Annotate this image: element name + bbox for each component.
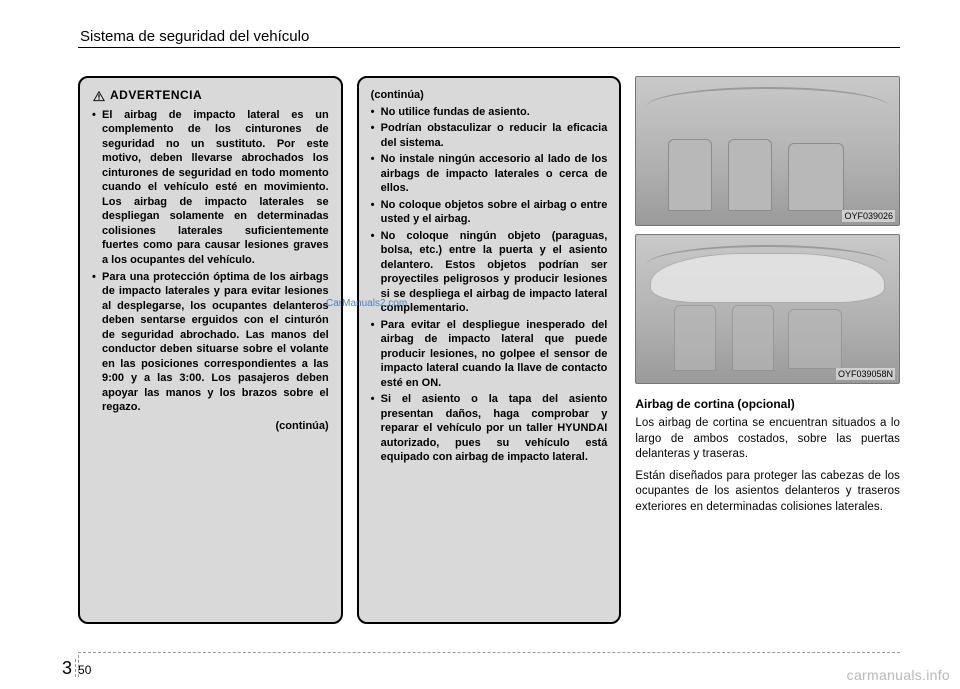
cont-item: Para evitar el despliegue inesperado del… bbox=[371, 318, 608, 391]
header-rule bbox=[78, 47, 900, 48]
continuation-box: (continúa) No utilice fundas de asiento.… bbox=[357, 76, 622, 624]
column-left: ADVERTENCIA El airbag de impacto lateral… bbox=[78, 76, 343, 624]
figure-interior-top: OYF039026 bbox=[635, 76, 900, 226]
cont-item: No coloque objetos sobre el airbag o ent… bbox=[371, 198, 608, 227]
warning-item: Para una protección óptima de los airbag… bbox=[92, 270, 329, 415]
warning-item: El airbag de impacto lateral es un compl… bbox=[92, 108, 329, 268]
continuation-head: (continúa) bbox=[371, 88, 608, 103]
column-middle: (continúa) No utilice fundas de asiento.… bbox=[357, 76, 622, 624]
figure-code: OYF039058N bbox=[836, 368, 895, 380]
cont-item: Si el asiento o la tapa del asiento pres… bbox=[371, 392, 608, 465]
warning-title-text: ADVERTENCIA bbox=[110, 88, 202, 104]
figure-curtain-airbag: OYF039058N bbox=[635, 234, 900, 384]
warning-list: El airbag de impacto lateral es un compl… bbox=[92, 108, 329, 415]
cont-item: Podrían obstaculizar o reducir la eficac… bbox=[371, 121, 608, 150]
continuation-list: No utilice fundas de asiento. Podrían ob… bbox=[371, 105, 608, 465]
page-in-chapter: 50 bbox=[78, 664, 91, 677]
body-paragraph: Los airbag de cortina se encuentran situ… bbox=[635, 416, 900, 463]
figure-code: OYF039026 bbox=[842, 210, 895, 222]
page-number: 3 50 bbox=[62, 659, 91, 677]
cont-item: No coloque ningún objeto (paraguas, bols… bbox=[371, 229, 608, 316]
warning-box: ADVERTENCIA El airbag de impacto lateral… bbox=[78, 76, 343, 624]
continua-label: (continúa) bbox=[92, 419, 329, 434]
cont-item: No utilice fundas de asiento. bbox=[371, 105, 608, 120]
footer-dashed-rule bbox=[78, 652, 900, 653]
curtain-airbag-illustration bbox=[636, 235, 899, 383]
car-interior-illustration bbox=[636, 77, 899, 225]
warning-triangle-icon bbox=[92, 90, 106, 102]
subheading: Airbag de cortina (opcional) bbox=[635, 396, 900, 412]
manual-page: Sistema de seguridad del vehículo ADVERT… bbox=[0, 0, 960, 689]
column-right: OYF039026 OYF039058N Airbag de cortina (… bbox=[635, 76, 900, 624]
warning-title: ADVERTENCIA bbox=[92, 88, 329, 104]
chapter-number: 3 bbox=[62, 659, 76, 677]
body-paragraph: Están diseñados para proteger las cabeza… bbox=[635, 469, 900, 516]
content-columns: ADVERTENCIA El airbag de impacto lateral… bbox=[78, 76, 900, 624]
section-header: Sistema de seguridad del vehículo bbox=[78, 28, 900, 45]
footer-watermark: carmanuals.info bbox=[847, 667, 950, 683]
cont-item: No instale ningún accesorio al lado de l… bbox=[371, 152, 608, 196]
